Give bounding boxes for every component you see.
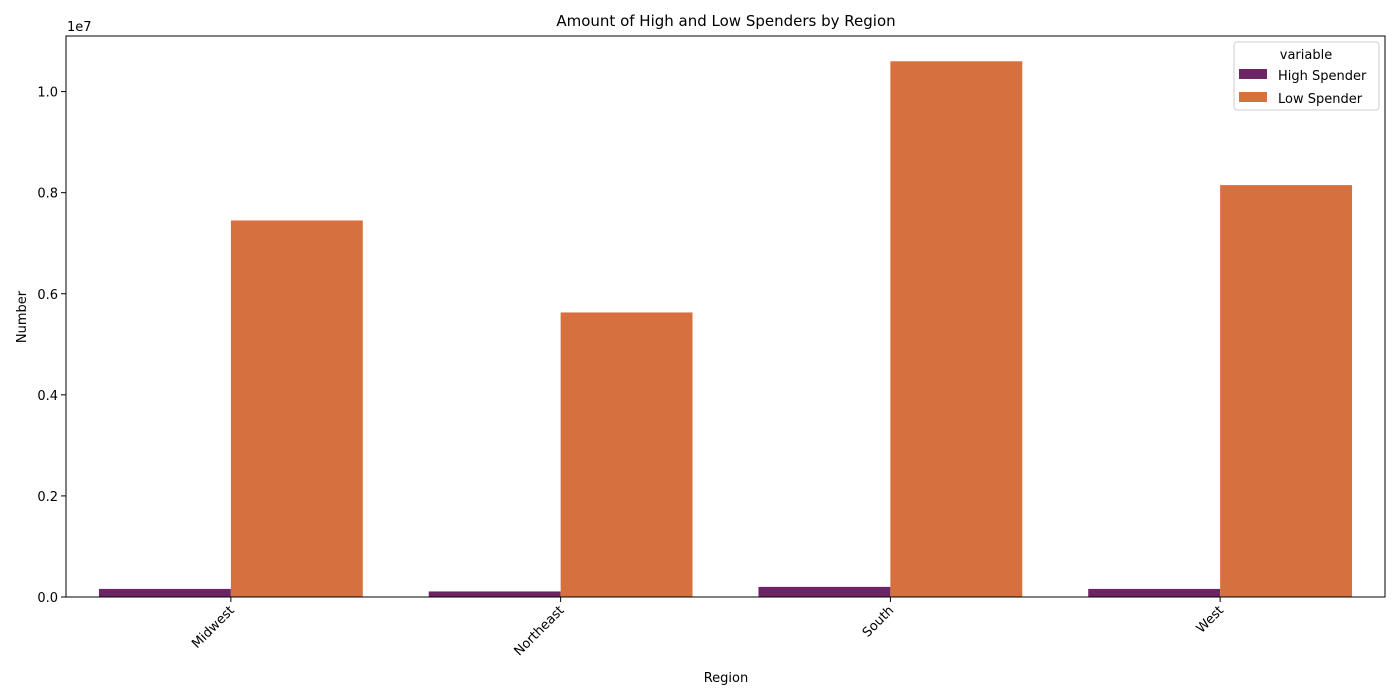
x-tick-label: South (860, 603, 897, 640)
legend-title: variable (1280, 48, 1332, 63)
bar-high-spender-northeast (428, 591, 561, 597)
y-axis-offset-label: 1e7 (67, 20, 92, 35)
y-tick-label: 0.6 (37, 288, 58, 303)
bar-low-spender-midwest (230, 220, 363, 598)
x-tick-label: West (1194, 603, 1227, 636)
y-tick-label: 1.0 (37, 86, 58, 101)
bar-high-spender-south (758, 586, 891, 597)
legend-label-high-spender: High Spender (1278, 69, 1367, 84)
y-tick-label: 0.0 (37, 591, 58, 606)
bar-high-spender-midwest (98, 588, 231, 597)
bar-high-spender-west (1088, 588, 1221, 597)
x-tick-label: Northeast (511, 603, 567, 659)
bar-low-spender-west (1220, 185, 1353, 597)
bar-low-spender-south (890, 61, 1023, 598)
x-axis-label: Region (704, 671, 749, 686)
legend-box (1233, 41, 1380, 111)
plot-frame (65, 35, 1386, 598)
y-axis-label: Number (15, 290, 30, 343)
legend-label-low-spender: Low Spender (1278, 92, 1363, 107)
y-tick-label: 0.2 (37, 490, 58, 505)
legend: variable High Spender Low Spender (1233, 41, 1380, 111)
x-tick-label: Midwest (189, 603, 238, 652)
chart-title: Amount of High and Low Spenders by Regio… (556, 12, 895, 30)
bars-group (98, 61, 1353, 598)
x-ticks-group: Midwest Northeast South West (189, 597, 1227, 659)
bar-low-spender-northeast (560, 312, 693, 597)
y-tick-label: 0.8 (37, 187, 58, 202)
y-ticks-group: 0.0 0.2 0.4 0.6 0.8 1.0 (37, 86, 66, 606)
y-tick-label: 0.4 (37, 389, 58, 404)
legend-swatch-high-spender (1239, 69, 1267, 79)
legend-swatch-low-spender (1239, 92, 1267, 102)
